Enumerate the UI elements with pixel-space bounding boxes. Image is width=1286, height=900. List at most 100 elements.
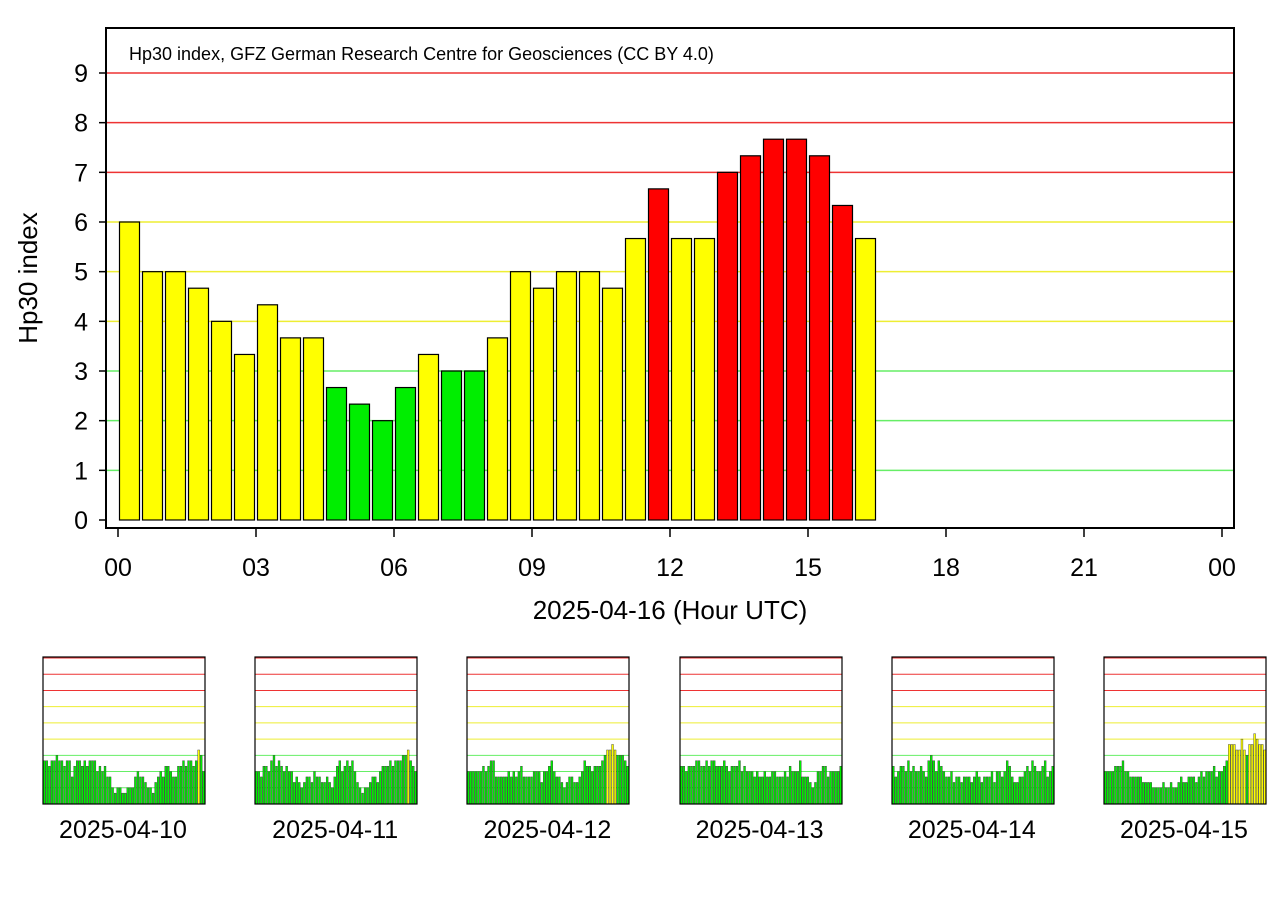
x-tick-label: 06 <box>380 554 408 582</box>
hp30-bar <box>118 221 141 521</box>
mini-chart-svg <box>42 656 206 805</box>
mini-bar <box>1152 787 1155 805</box>
mini-bar <box>472 771 475 805</box>
mini-bar <box>836 771 839 805</box>
mini-bar <box>1215 776 1218 805</box>
mini-bar <box>543 771 546 805</box>
mini-bar <box>371 776 375 805</box>
mini-bar <box>361 792 364 805</box>
x-tick-label: 18 <box>932 554 960 582</box>
mini-bar <box>83 760 86 805</box>
mini-bar <box>1172 787 1175 805</box>
mini-bar <box>904 771 907 805</box>
mini-bar <box>715 766 718 805</box>
mini-bar <box>1144 782 1147 805</box>
mini-bar <box>535 771 539 805</box>
mini-bar <box>742 766 746 805</box>
mini-bar <box>803 776 807 805</box>
mini-bar <box>821 766 824 805</box>
mini-bar <box>919 766 923 805</box>
mini-bar <box>1207 771 1211 805</box>
mini-bar <box>402 755 405 805</box>
hp30-bars <box>118 138 877 521</box>
mini-bar <box>687 766 690 805</box>
mini-bar <box>523 776 526 805</box>
mini-bar <box>831 771 834 805</box>
mini-bar <box>1048 771 1052 805</box>
mini-bar <box>826 776 829 805</box>
mini-bar <box>727 771 731 805</box>
mini-bar <box>412 766 415 805</box>
mini-bar <box>262 766 266 805</box>
mini-bar <box>988 776 991 805</box>
mini-bar <box>924 776 928 805</box>
x-axis-label: 2025-04-16 (Hour UTC) <box>533 595 808 625</box>
mini-bar <box>1018 776 1021 805</box>
mini-bar <box>1038 771 1042 805</box>
mini-bar <box>980 782 983 805</box>
mini-date-label: 2025-04-15 <box>1120 816 1248 844</box>
mini-bar <box>556 776 559 805</box>
mini-bar <box>553 771 556 805</box>
mini-bar <box>146 787 150 805</box>
mini-bar <box>533 771 536 805</box>
mini-bar <box>581 771 584 805</box>
mini-bar <box>745 771 748 805</box>
mini-bar <box>619 755 622 805</box>
mini-chart-svg <box>254 656 418 805</box>
mini-bar <box>786 776 789 805</box>
hp30-bar <box>141 271 164 521</box>
hp30-bar <box>578 271 601 521</box>
mini-bar <box>285 766 288 805</box>
y-tick-label: 6 <box>74 209 88 237</box>
mini-frame <box>466 656 630 805</box>
mini-bar <box>1169 782 1173 805</box>
mini-bar <box>1212 766 1216 805</box>
mini-bar <box>1033 766 1036 805</box>
mini-bar <box>791 771 794 805</box>
hp30-bar <box>348 403 371 521</box>
mini-bar <box>722 760 726 805</box>
mini-bar <box>409 760 413 805</box>
mini-bar <box>806 776 809 805</box>
mini-bar <box>348 766 352 805</box>
mini-bar <box>336 766 339 805</box>
mini-bar <box>765 776 769 805</box>
mini-bar <box>101 771 104 805</box>
mini-bar <box>1114 766 1117 805</box>
mini-bar <box>1031 760 1034 805</box>
mini-bar <box>280 766 283 805</box>
mini-bar <box>343 766 347 805</box>
mini-bar <box>293 782 296 805</box>
mini-bar <box>167 766 170 805</box>
mini-bar <box>331 787 334 805</box>
mini-bar <box>599 766 602 805</box>
mini-bar <box>1131 776 1135 805</box>
mini-bar <box>917 771 920 805</box>
y-tick-label: 4 <box>74 308 88 336</box>
mini-bar <box>573 782 577 805</box>
mini-bar <box>932 760 935 805</box>
mini-bar <box>811 787 814 805</box>
mini-bar <box>366 787 369 805</box>
mini-bar <box>758 776 761 805</box>
mini-bar <box>283 771 286 805</box>
mini-bar <box>796 771 799 805</box>
mini-bar <box>1121 760 1125 805</box>
mini-bar <box>500 776 503 805</box>
mini-bar <box>1250 744 1254 805</box>
mini-chart-2025-04-12 <box>466 656 632 806</box>
mini-bar <box>1197 776 1201 805</box>
mini-bar <box>720 766 723 805</box>
mini-bar <box>1255 738 1259 805</box>
mini-bar <box>273 755 276 805</box>
mini-frame <box>254 656 418 805</box>
mini-bar <box>697 760 700 805</box>
mini-bar <box>907 760 910 805</box>
mini-bar <box>141 776 145 805</box>
mini-chart-svg <box>891 656 1055 805</box>
mini-bar <box>1159 787 1163 805</box>
hp30-bar <box>532 287 555 521</box>
mini-bar <box>962 776 966 805</box>
mini-bar <box>929 755 933 805</box>
